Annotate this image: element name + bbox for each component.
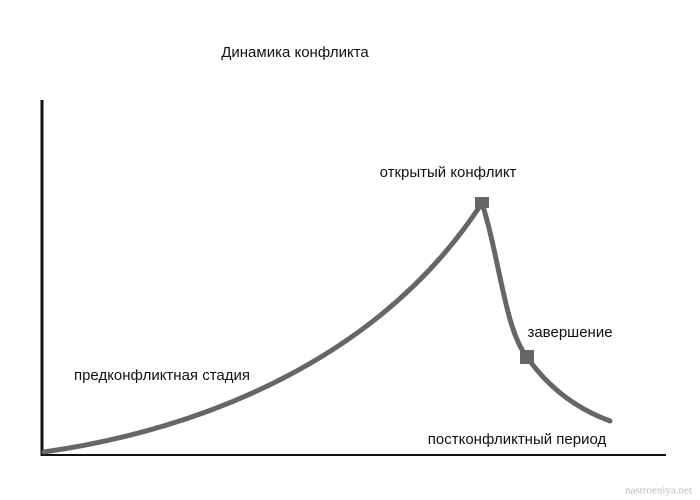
open-conflict-label: открытый конфликт — [380, 164, 517, 181]
end-marker — [520, 350, 534, 364]
pre-conflict-label: предконфликтная стадия — [74, 367, 250, 384]
post-conflict-label: постконфликтный период — [428, 431, 607, 448]
end-label: завершение — [527, 324, 612, 341]
watermark: nastroeniya.net — [625, 485, 692, 497]
title: Динамика конфликта — [221, 44, 369, 61]
peak-marker — [475, 197, 489, 208]
